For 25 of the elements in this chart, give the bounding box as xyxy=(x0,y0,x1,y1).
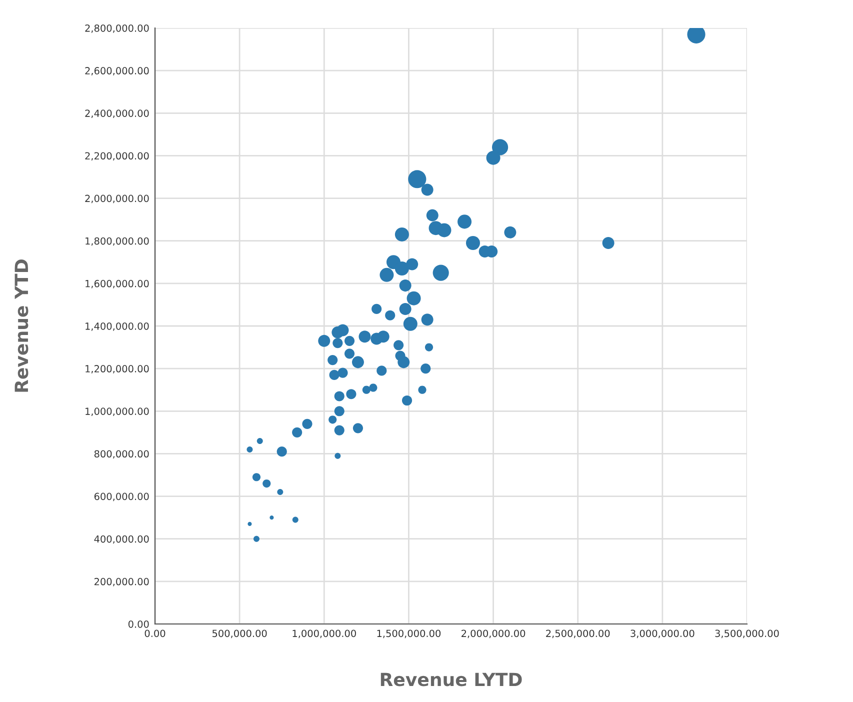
x-tick-label: 3,000,000.00 xyxy=(630,630,694,638)
y-tick-label: 1,800,000.00 xyxy=(86,237,149,246)
y-tick-label: 200,000.00 xyxy=(94,578,149,586)
x-tick-label: 0.00 xyxy=(144,630,166,638)
x-tick-label: 500,000.00 xyxy=(212,630,267,638)
y-tick-label: 2,800,000.00 xyxy=(85,24,149,33)
y-tick-label: 2,400,000.00 xyxy=(85,110,149,118)
x-tick-label: 1,000,000.00 xyxy=(292,630,356,638)
y-tick-label: 2,200,000.00 xyxy=(85,152,149,161)
y-tick-label: 1,000,000.00 xyxy=(86,408,149,416)
y-tick-label: 0.00 xyxy=(128,620,149,628)
y-tick-label: 600,000.00 xyxy=(94,492,149,502)
y-tick-label: 800,000.00 xyxy=(94,450,149,459)
x-tick-label: 3,500,000.00 xyxy=(715,630,779,638)
x-axis-title: Revenue LYTD xyxy=(380,672,522,686)
x-tick-label: 2,000,000.00 xyxy=(462,630,526,638)
y-tick-label: 1,200,000.00 xyxy=(86,365,149,374)
y-tick-label: 1,400,000.00 xyxy=(86,322,149,331)
y-tick-label: 1,600,000.00 xyxy=(86,280,149,288)
y-tick-label: 2,600,000.00 xyxy=(85,67,149,76)
x-tick-label: 2,500,000.00 xyxy=(546,630,610,638)
y-axis-title: Revenue YTD xyxy=(14,260,28,392)
y-tick-label: 400,000.00 xyxy=(94,535,149,544)
y-tick-label: 2,000,000.00 xyxy=(85,194,149,204)
x-tick-label: 1,500,000.00 xyxy=(377,630,441,638)
